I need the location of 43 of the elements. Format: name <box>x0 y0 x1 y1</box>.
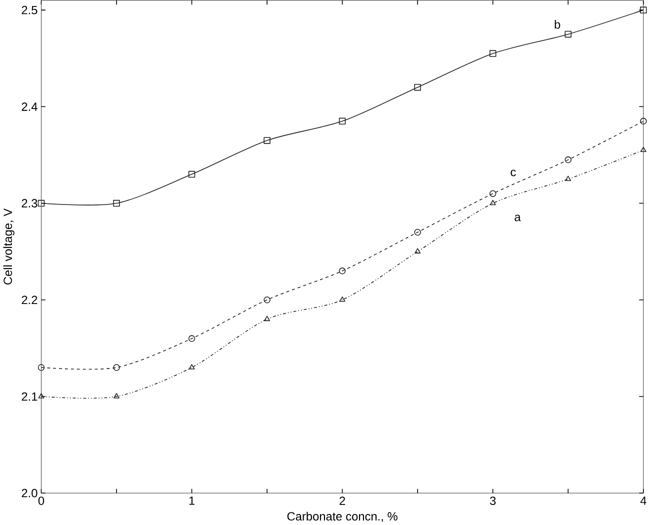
series-label: c <box>510 170 516 176</box>
y-tick-label: 2.2 <box>22 296 38 304</box>
y-tick-label: 2.0 <box>22 488 38 498</box>
x-tick-label: 0 <box>38 496 44 505</box>
point <box>113 364 120 371</box>
point <box>640 146 646 152</box>
x-tick-label: 1 <box>189 496 195 505</box>
point <box>414 84 421 91</box>
point <box>38 200 45 207</box>
x-tick-label: 4 <box>640 496 646 505</box>
point <box>338 118 346 124</box>
point <box>414 248 421 254</box>
x-axis-title: Carbonate concn., % <box>287 512 398 522</box>
point <box>114 392 120 398</box>
point <box>489 190 496 197</box>
point <box>338 267 346 274</box>
x-tick-label: 2 <box>340 496 346 505</box>
point <box>640 118 647 124</box>
point <box>38 364 45 371</box>
point <box>264 316 270 321</box>
point <box>113 200 120 207</box>
point <box>339 296 346 302</box>
y-axis-title: Cell voltage, V <box>3 208 14 284</box>
point <box>564 156 572 164</box>
y-tick-label: 2.1 <box>22 392 38 401</box>
y-tick-label: 2.4 <box>22 102 38 111</box>
point <box>489 50 496 57</box>
point <box>640 6 647 14</box>
series-label: a <box>514 214 521 222</box>
y-tick-label: 2.5 <box>22 6 38 14</box>
point <box>188 170 196 178</box>
point <box>414 228 421 236</box>
point <box>490 200 496 206</box>
y-tick-label: 2.3 <box>22 198 38 208</box>
x-tick-label: 3 <box>490 496 496 505</box>
point <box>264 136 270 144</box>
point <box>188 335 196 342</box>
point <box>564 30 572 38</box>
point <box>565 176 572 181</box>
series-label: b <box>554 20 560 29</box>
point <box>264 296 270 304</box>
point <box>188 364 195 370</box>
point <box>38 392 44 398</box>
